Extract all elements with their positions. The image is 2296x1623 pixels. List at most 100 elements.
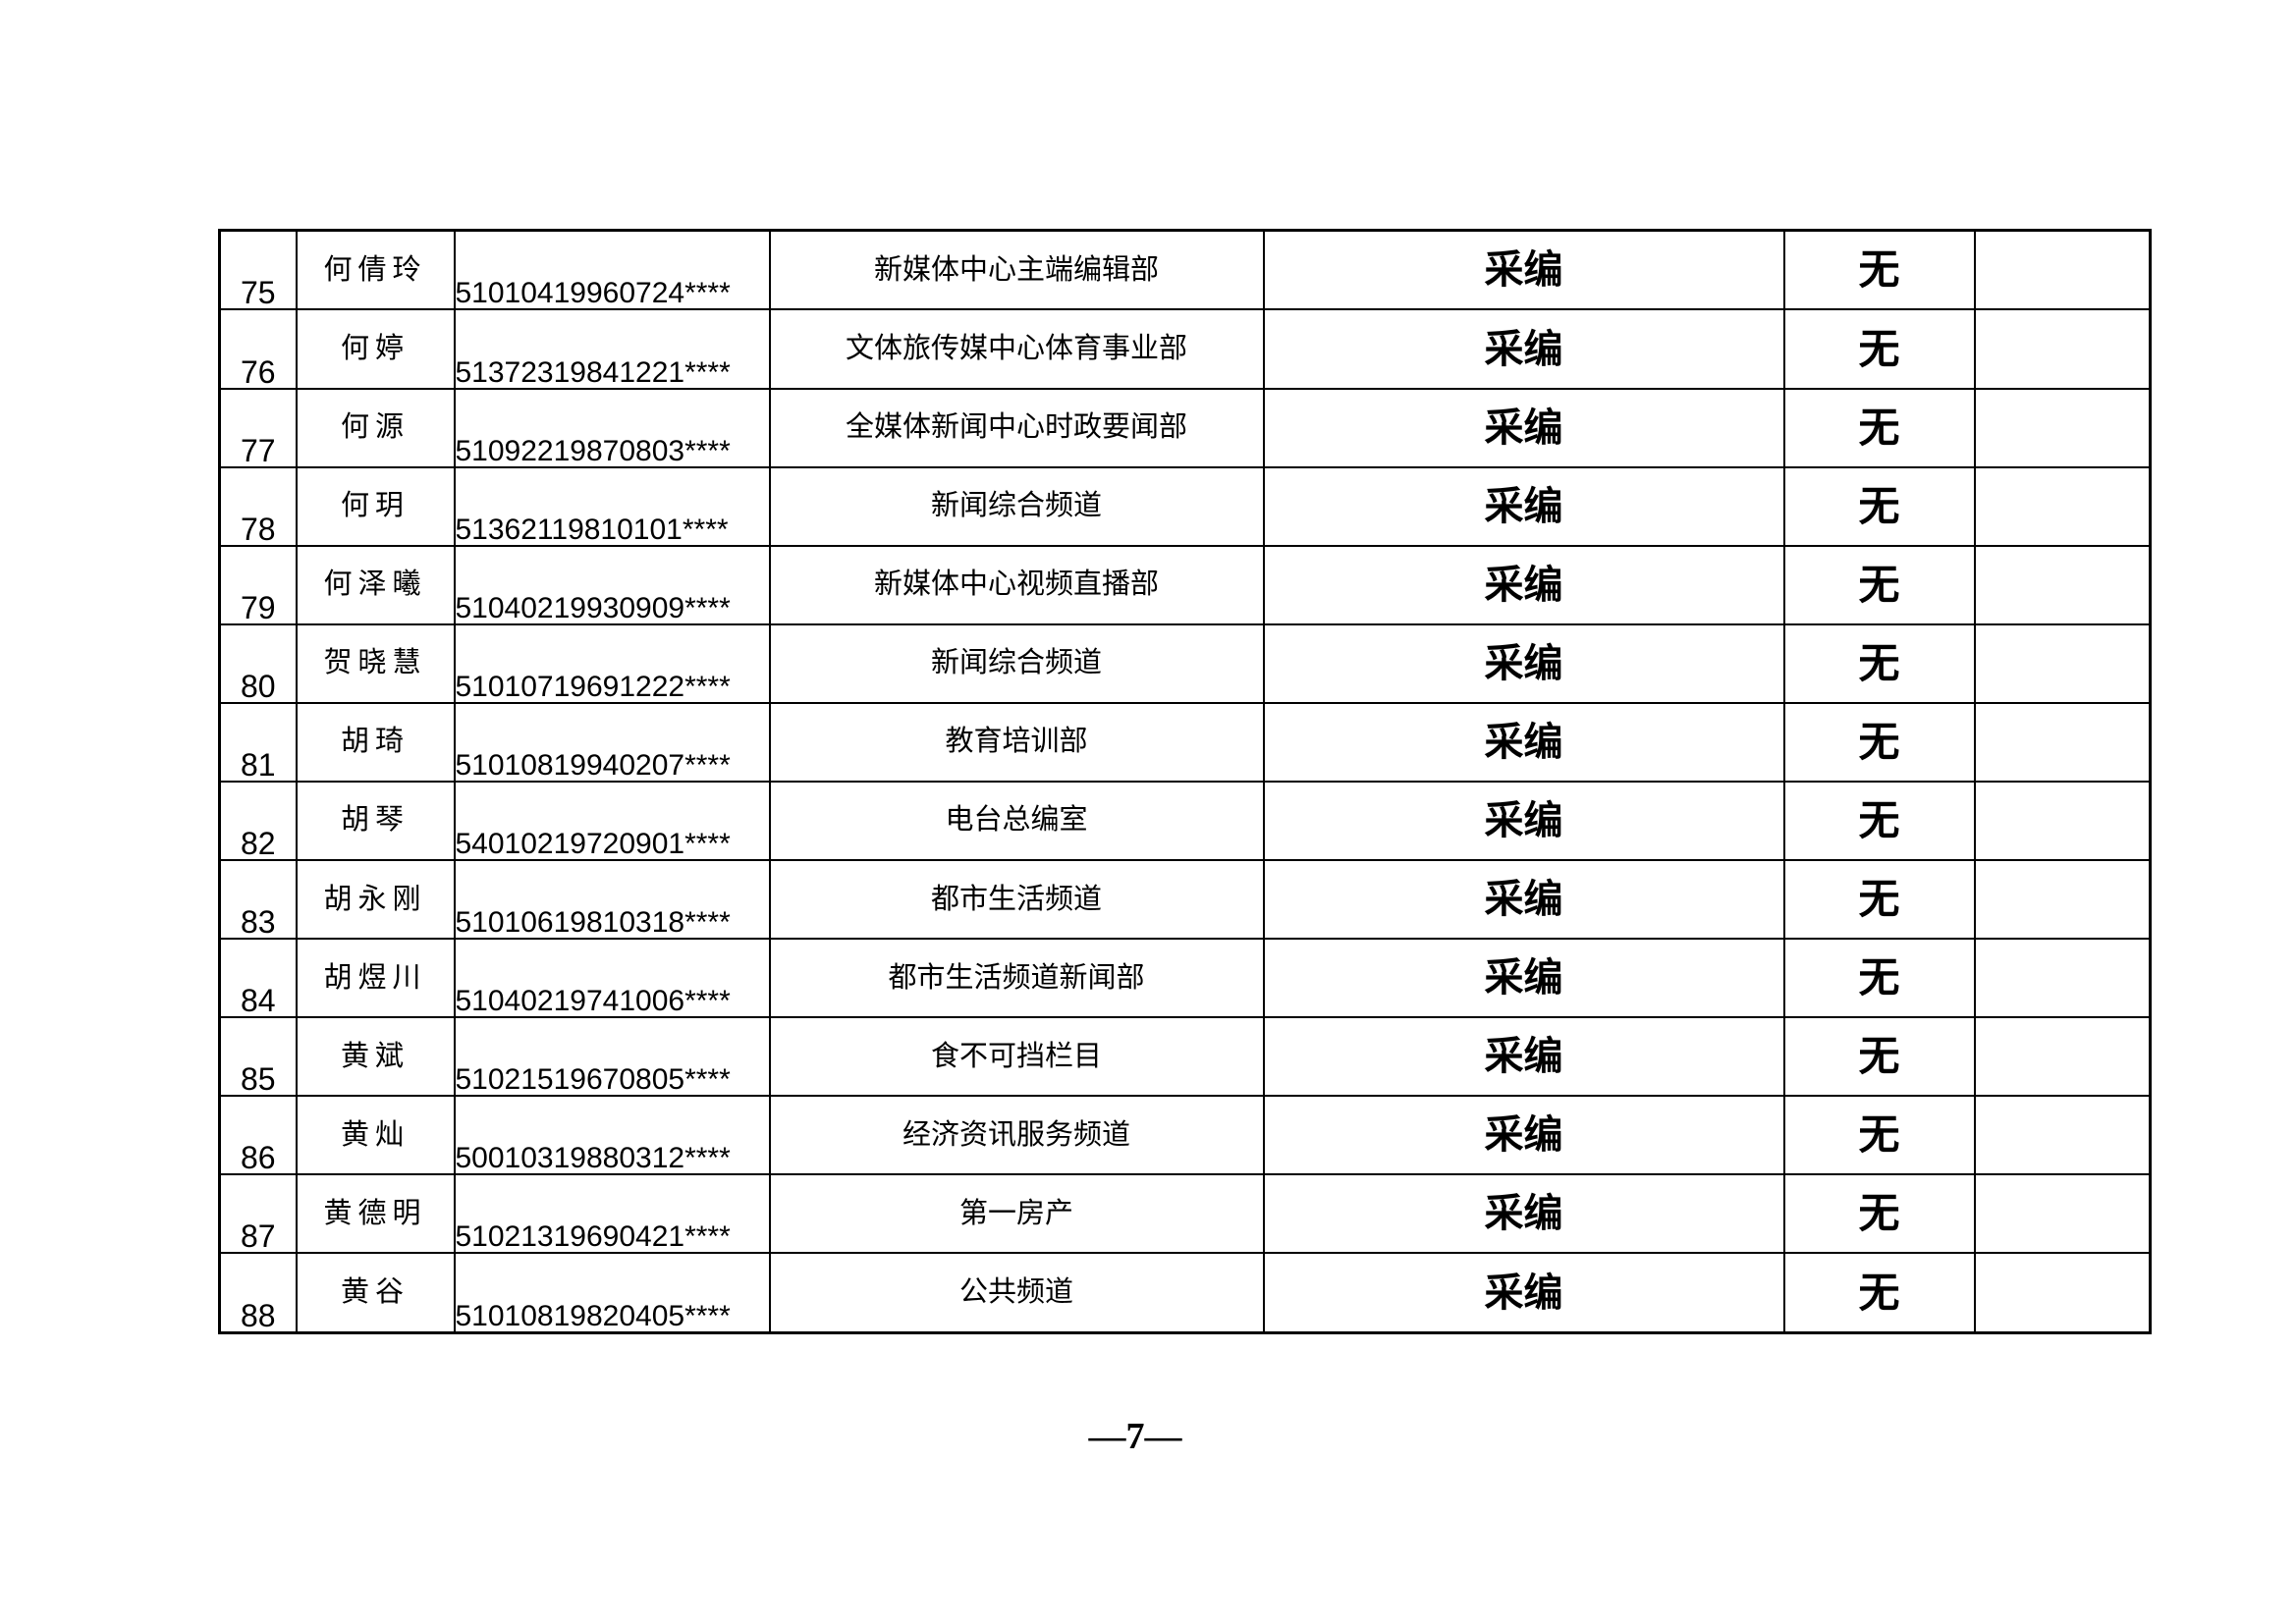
row-number-cell: 82 bbox=[218, 780, 298, 862]
id-number: 50010319880312**** bbox=[455, 1142, 731, 1175]
violation-label: 无 bbox=[1858, 561, 1900, 608]
department-cell: 经济资讯服务频道 bbox=[768, 1095, 1265, 1176]
violation-label: 无 bbox=[1858, 404, 1900, 451]
department: 新媒体中心主端编辑部 bbox=[873, 253, 1159, 286]
duty-label: 采编 bbox=[1484, 247, 1563, 293]
duty-label: 采编 bbox=[1484, 1034, 1563, 1079]
department-cell: 食不可挡栏目 bbox=[768, 1016, 1265, 1098]
table-row: 86 黄灿 50010319880312**** 经济资讯服务频道 采编 无 bbox=[218, 1095, 2152, 1176]
person-name: 何源 bbox=[340, 411, 410, 444]
name-cell: 何玥 bbox=[295, 465, 456, 547]
id-number-cell: 54010219720901**** bbox=[453, 780, 771, 862]
id-number: 51040219930909**** bbox=[455, 591, 731, 624]
id-number-cell: 51010719691222**** bbox=[453, 622, 771, 704]
duty-label: 采编 bbox=[1484, 326, 1563, 371]
name-cell: 何源 bbox=[295, 387, 456, 468]
remark-cell bbox=[1973, 938, 2152, 1019]
row-number-cell: 85 bbox=[218, 1016, 298, 1098]
remark-cell bbox=[1973, 465, 2152, 547]
duty-label: 采编 bbox=[1484, 1191, 1563, 1236]
table-row: 88 黄谷 51010819820405**** 公共频道 采编 无 bbox=[218, 1252, 2152, 1334]
row-number-cell: 87 bbox=[218, 1173, 298, 1255]
row-number-cell: 77 bbox=[218, 387, 298, 468]
violation-label: 无 bbox=[1858, 1111, 1900, 1159]
remark-cell bbox=[1973, 1016, 2152, 1098]
person-name: 胡永刚 bbox=[323, 883, 427, 915]
row-number-cell: 88 bbox=[218, 1252, 298, 1334]
duty-cell: 采编 bbox=[1262, 1173, 1785, 1255]
name-cell: 黄德明 bbox=[295, 1173, 456, 1255]
table-row: 83 胡永刚 51010619810318**** 都市生活频道 采编 无 bbox=[218, 859, 2152, 941]
row-number: 86 bbox=[240, 1140, 276, 1175]
row-number: 77 bbox=[240, 432, 276, 467]
department: 食不可挡栏目 bbox=[930, 1040, 1102, 1072]
person-name: 胡煜川 bbox=[323, 961, 427, 994]
violation-cell: 无 bbox=[1782, 465, 1976, 547]
id-number: 51010419960724**** bbox=[455, 277, 731, 310]
person-name: 黄德明 bbox=[323, 1197, 427, 1229]
department: 文体旅传媒中心体育事业部 bbox=[845, 333, 1187, 365]
row-number: 87 bbox=[240, 1218, 276, 1254]
violation-cell: 无 bbox=[1782, 622, 1976, 704]
row-number: 84 bbox=[240, 983, 276, 1018]
name-cell: 黄斌 bbox=[295, 1016, 456, 1098]
department-cell: 文体旅传媒中心体育事业部 bbox=[768, 308, 1265, 390]
violation-cell: 无 bbox=[1782, 229, 1976, 311]
violation-cell: 无 bbox=[1782, 387, 1976, 468]
department: 电台总编室 bbox=[945, 804, 1088, 837]
id-number-cell: 51362119810101**** bbox=[453, 465, 771, 547]
department-cell: 新媒体中心主端编辑部 bbox=[768, 229, 1265, 311]
remark-cell bbox=[1973, 859, 2152, 941]
person-name: 胡琦 bbox=[340, 726, 410, 758]
person-name: 何玥 bbox=[340, 490, 410, 522]
row-number-cell: 79 bbox=[218, 544, 298, 625]
department: 第一房产 bbox=[958, 1197, 1073, 1229]
id-number: 51092219870803**** bbox=[455, 434, 731, 467]
duty-cell: 采编 bbox=[1262, 622, 1785, 704]
person-name: 贺晓慧 bbox=[323, 647, 427, 679]
name-cell: 胡琴 bbox=[295, 780, 456, 862]
department: 新闻综合频道 bbox=[930, 490, 1102, 522]
remark-cell bbox=[1973, 780, 2152, 862]
duty-cell: 采编 bbox=[1262, 859, 1785, 941]
id-number-cell: 51021519670805**** bbox=[453, 1016, 771, 1098]
id-number: 51372319841221**** bbox=[455, 355, 731, 389]
remark-cell bbox=[1973, 622, 2152, 704]
id-number-cell: 51092219870803**** bbox=[453, 387, 771, 468]
department-cell: 电台总编室 bbox=[768, 780, 1265, 862]
duty-cell: 采编 bbox=[1262, 938, 1785, 1019]
violation-label: 无 bbox=[1858, 796, 1900, 843]
violation-label: 无 bbox=[1858, 482, 1900, 529]
violation-cell: 无 bbox=[1782, 780, 1976, 862]
duty-label: 采编 bbox=[1484, 562, 1563, 607]
duty-cell: 采编 bbox=[1262, 1095, 1785, 1176]
remark-cell bbox=[1973, 387, 2152, 468]
duty-cell: 采编 bbox=[1262, 701, 1785, 783]
row-number-cell: 80 bbox=[218, 622, 298, 704]
id-number: 51010619810318**** bbox=[455, 906, 731, 940]
department-cell: 新闻综合频道 bbox=[768, 622, 1265, 704]
row-number-cell: 75 bbox=[218, 229, 298, 311]
remark-cell bbox=[1973, 229, 2152, 311]
person-name: 黄谷 bbox=[340, 1276, 410, 1309]
id-number: 51010819820405**** bbox=[455, 1300, 731, 1332]
violation-label: 无 bbox=[1858, 1033, 1900, 1080]
duty-label: 采编 bbox=[1484, 640, 1563, 685]
row-number: 82 bbox=[240, 826, 276, 861]
id-number-cell: 51010619810318**** bbox=[453, 859, 771, 941]
row-number-cell: 86 bbox=[218, 1095, 298, 1176]
person-name: 黄斌 bbox=[340, 1040, 410, 1072]
department: 经济资讯服务频道 bbox=[902, 1118, 1130, 1151]
remark-cell bbox=[1973, 1095, 2152, 1176]
person-name: 何婷 bbox=[340, 333, 410, 365]
row-number: 75 bbox=[240, 275, 276, 310]
department: 新媒体中心视频直播部 bbox=[873, 568, 1159, 601]
violation-label: 无 bbox=[1858, 876, 1900, 923]
person-name: 黄灿 bbox=[340, 1118, 410, 1151]
violation-cell: 无 bbox=[1782, 1016, 1976, 1098]
row-number: 76 bbox=[240, 353, 276, 389]
violation-cell: 无 bbox=[1782, 308, 1976, 390]
id-number: 54010219720901**** bbox=[455, 828, 731, 861]
violation-cell: 无 bbox=[1782, 701, 1976, 783]
